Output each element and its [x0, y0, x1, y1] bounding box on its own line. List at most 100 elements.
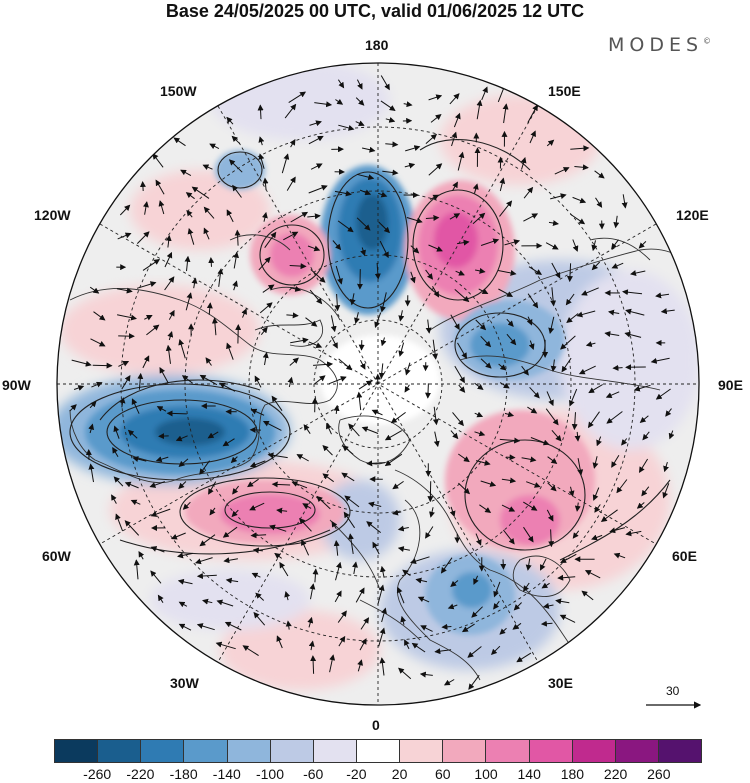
wind-arrow	[550, 359, 557, 372]
wind-arrow	[203, 227, 210, 240]
wind-arrow	[252, 547, 263, 554]
wind-arrow	[577, 458, 584, 476]
wind-arrow	[337, 610, 347, 623]
wind-arrow	[217, 268, 224, 287]
wind-arrow	[159, 367, 169, 384]
wind-arrow	[608, 309, 620, 316]
wind-vectors	[69, 75, 675, 690]
wind-arrow	[309, 120, 322, 127]
wind-arrow	[132, 456, 147, 463]
wind-arrow	[290, 286, 302, 292]
wind-arrow	[513, 602, 522, 611]
wind-arrow	[454, 289, 470, 303]
wind-arrow	[115, 513, 124, 532]
longitude-label-60w: 60W	[42, 548, 71, 564]
wind-arrow	[177, 552, 193, 559]
wind-arrow	[529, 130, 536, 144]
wind-arrow	[559, 614, 576, 623]
colorbar-tick-label: 140	[517, 766, 541, 782]
wind-arrow	[425, 526, 434, 539]
wind-arrow	[527, 293, 539, 309]
wind-arrow	[196, 573, 217, 580]
wind-arrow	[665, 408, 672, 417]
wind-arrow	[262, 284, 275, 293]
wind-arrow	[289, 357, 299, 366]
wind-arrow	[196, 623, 215, 631]
wind-arrow	[663, 461, 669, 473]
wind-arrow	[216, 599, 234, 607]
wind-arrow	[258, 153, 265, 169]
wind-arrow	[498, 269, 517, 276]
wind-arrow	[258, 136, 265, 146]
wind-arrow	[167, 331, 174, 341]
modes-logo: MODES©	[608, 34, 711, 56]
colorbar-tick-label: 20	[391, 766, 408, 782]
wind-arrow	[633, 384, 651, 392]
wind-arrow	[358, 380, 373, 390]
wind-arrow	[501, 504, 516, 512]
wind-arrow	[581, 287, 599, 296]
wind-arrow	[290, 337, 309, 344]
wind-arrow	[504, 411, 515, 418]
wind-arrow	[116, 314, 137, 321]
wind-arrow	[396, 586, 405, 604]
wind-arrow	[660, 308, 675, 315]
wind-arrow	[574, 431, 581, 442]
longitude-label-90e: 90E	[718, 377, 743, 393]
wind-arrow	[596, 436, 602, 447]
wind-arrow	[138, 551, 145, 560]
wind-arrow	[208, 257, 215, 267]
wind-arrow	[299, 517, 312, 532]
wind-arrow	[199, 460, 211, 475]
wind-arrow	[570, 145, 590, 152]
wind-arrow	[468, 674, 480, 690]
wind-arrow	[89, 286, 100, 294]
colorbar-segment	[270, 739, 314, 763]
wind-arrow	[542, 602, 554, 609]
wind-arrow	[316, 495, 331, 510]
wind-arrow	[89, 400, 97, 409]
wind-arrow	[118, 361, 130, 367]
wind-arrow	[572, 530, 580, 539]
wind-arrow	[523, 213, 539, 222]
wind-arrow	[451, 131, 458, 147]
wind-arrow	[309, 583, 316, 600]
wind-arrow	[591, 261, 601, 271]
wind-arrow	[526, 481, 541, 488]
wind-arrow	[453, 112, 461, 128]
wind-arrow	[164, 276, 175, 291]
wind-arrow	[202, 598, 213, 605]
wind-arrow	[144, 314, 153, 321]
wind-arrow	[472, 183, 479, 194]
wind-arrow	[476, 99, 483, 120]
wind-arrow	[142, 259, 161, 271]
wind-arrow	[73, 385, 85, 391]
wind-arrow	[551, 262, 561, 279]
wind-arrow	[150, 546, 165, 553]
wind-arrow	[191, 277, 198, 289]
wind-arrow	[474, 411, 484, 418]
wind-arrow	[356, 217, 371, 231]
wind-arrow	[247, 478, 259, 488]
wind-arrow	[286, 312, 299, 319]
wind-arrow	[621, 438, 628, 446]
wind-arrow	[571, 412, 578, 431]
wind-arrow	[630, 270, 646, 276]
wind-arrow	[591, 534, 603, 541]
map-title: Base 24/05/2025 00 UTC, valid 01/06/2025…	[165, 1, 585, 21]
wind-arrow	[417, 596, 430, 603]
wind-arrow	[142, 355, 150, 369]
wind-arrow	[260, 326, 268, 336]
wind-arrow	[368, 501, 382, 508]
wind-arrow	[506, 318, 514, 327]
wind-arrow	[379, 657, 386, 676]
wind-arrow	[284, 591, 291, 601]
wind-arrow	[380, 292, 387, 313]
wind-arrow	[432, 339, 439, 360]
wind-arrow	[624, 331, 642, 338]
wind-arrow	[397, 525, 409, 532]
wind-arrow	[305, 317, 318, 327]
wind-arrow	[547, 482, 557, 492]
wind-arrow	[452, 412, 464, 427]
